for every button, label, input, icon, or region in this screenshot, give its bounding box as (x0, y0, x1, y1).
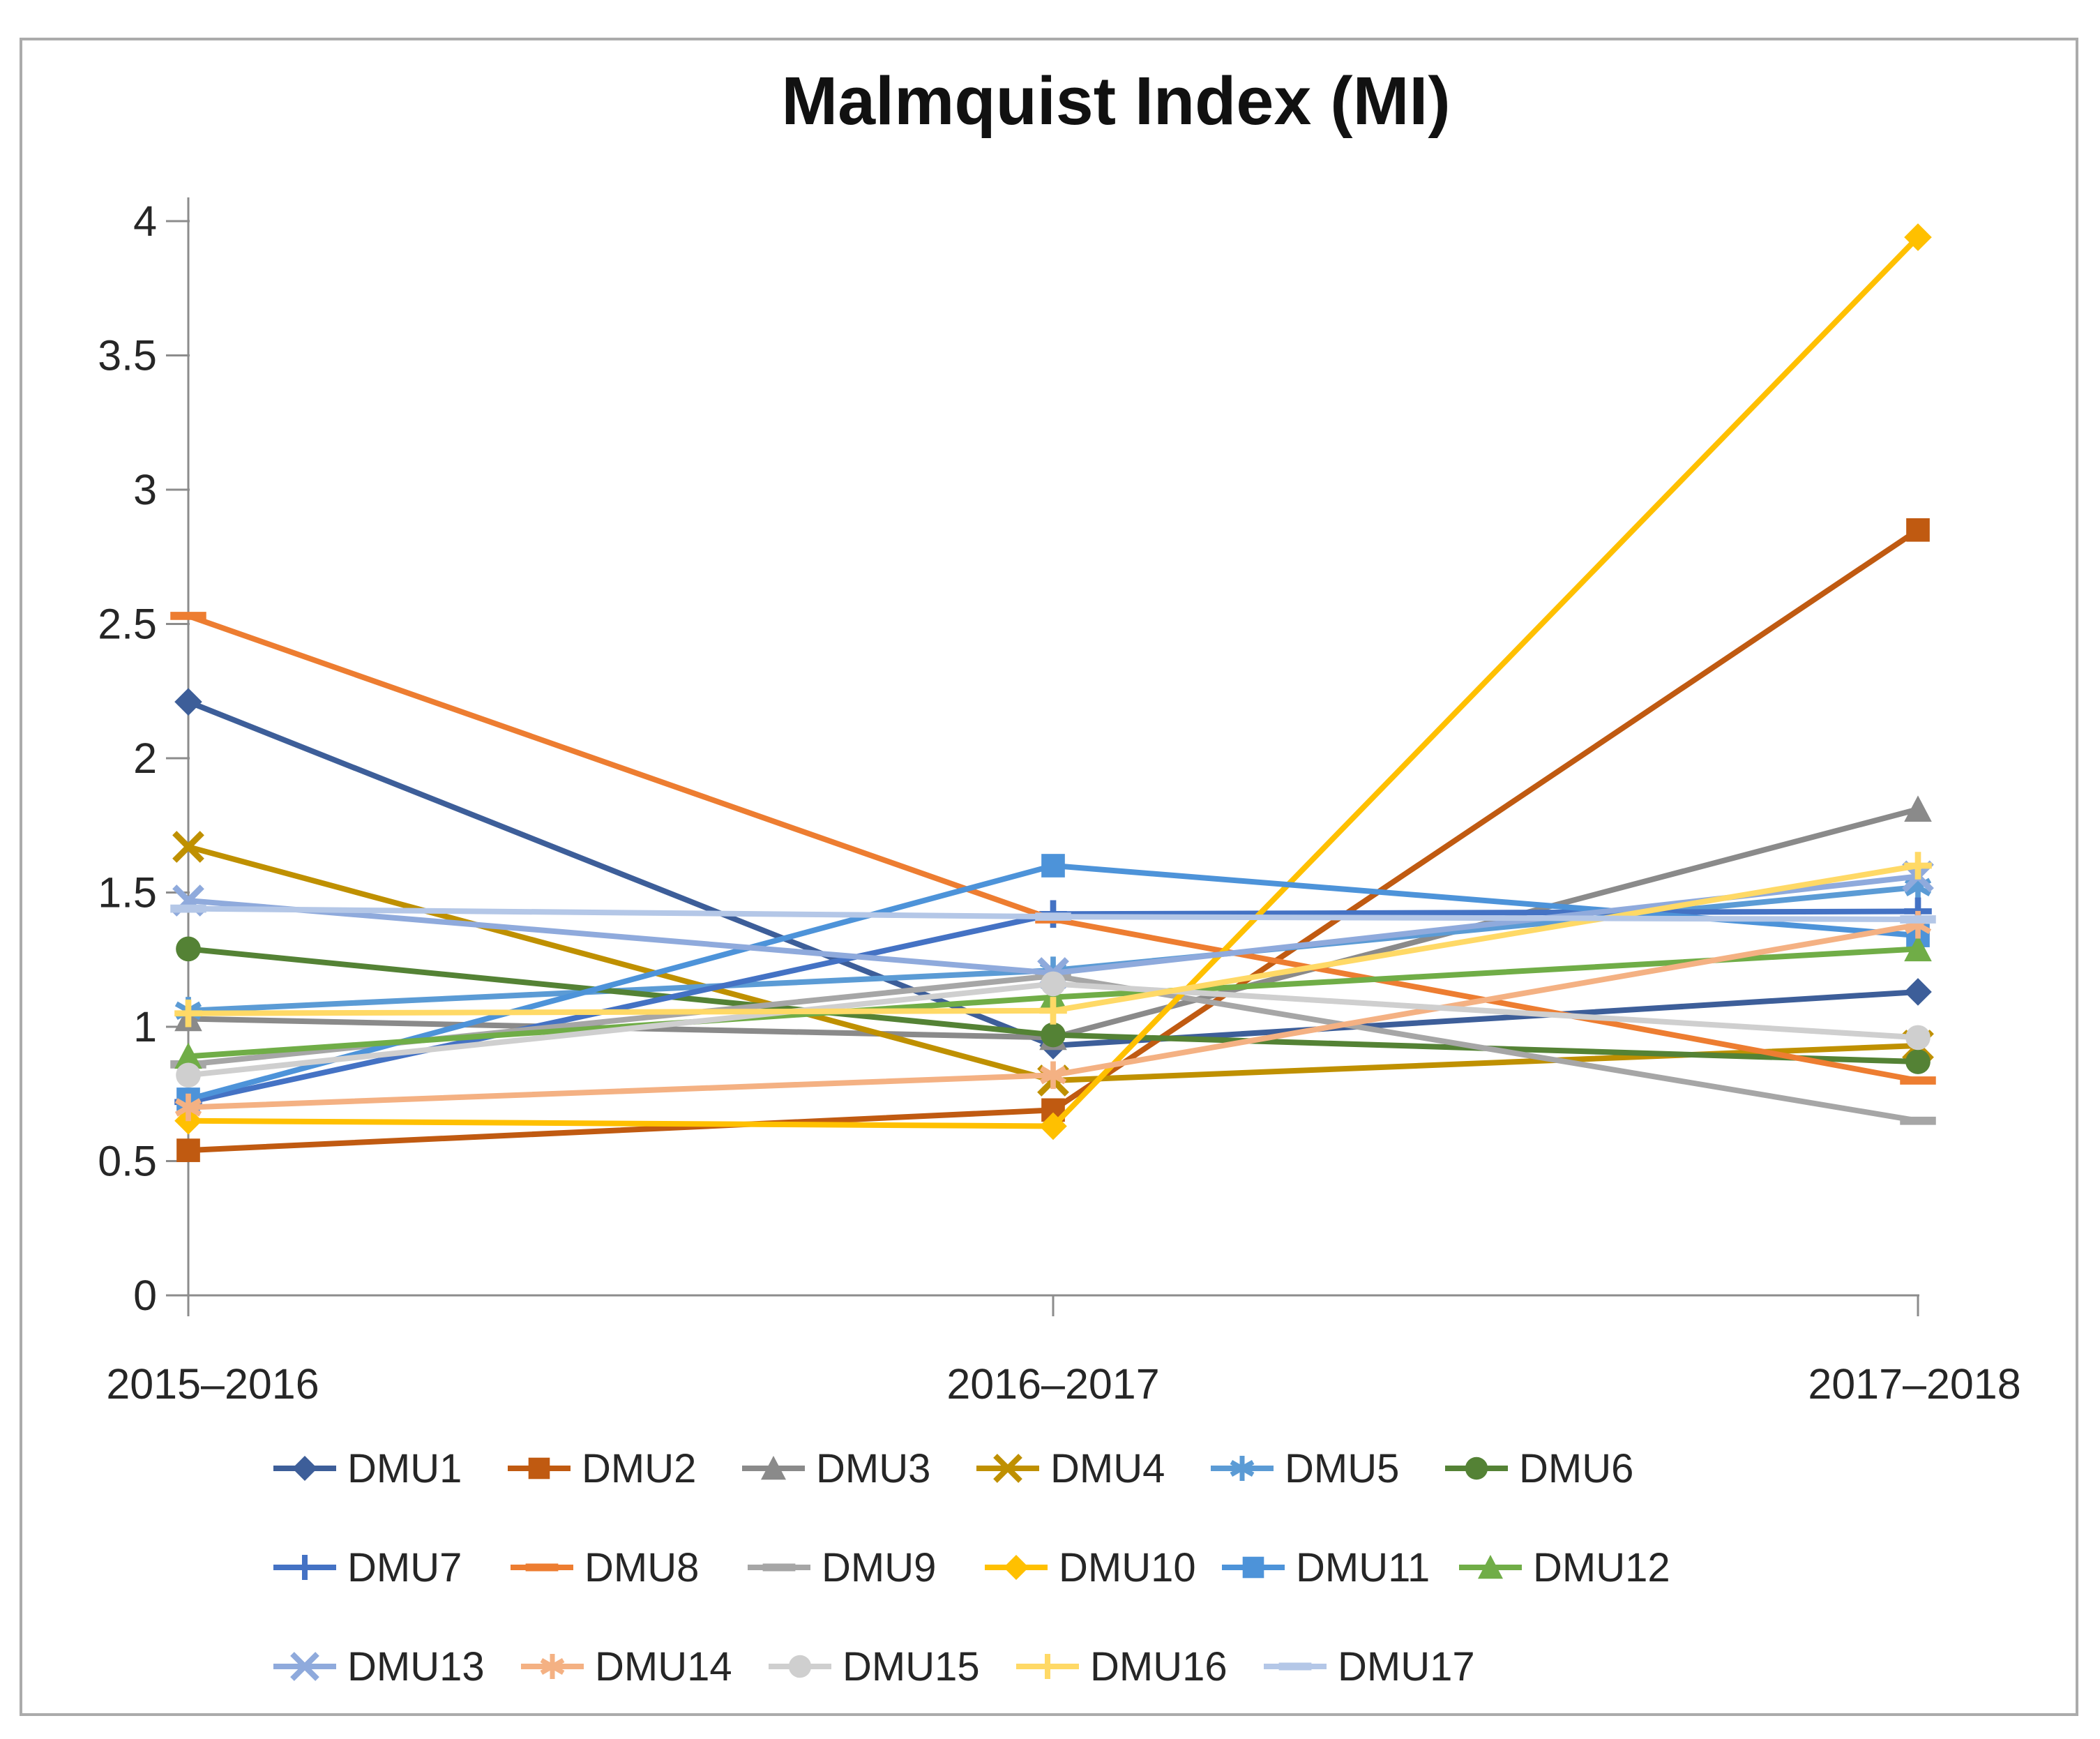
triangle-marker (1039, 983, 1067, 1010)
diamond-marker (174, 688, 202, 716)
y-tick-label: 3.5 (98, 332, 157, 379)
asterisk-marker (174, 1093, 202, 1122)
axes: 0 0.5 1 1.5 2 2.5 3 3.5 4 2015–2016 2016–2017 2017–… (98, 197, 2021, 1408)
triangle-marker (761, 1456, 786, 1480)
x-tick-label: 2017–2018 (1808, 1360, 2020, 1408)
legend-item-DMU5: DMU5 (1211, 1446, 1399, 1491)
legend-item-DMU2: DMU2 (508, 1446, 696, 1491)
legend-item-DMU15: DMU15 (769, 1644, 980, 1689)
legend-item-DMU1: DMU1 (273, 1446, 462, 1491)
legend-item-DMU14: DMU14 (521, 1644, 732, 1689)
plus-marker (1039, 997, 1067, 1025)
x-tick-label: 2016–2017 (946, 1360, 1159, 1408)
legend-label-DMU15: DMU15 (843, 1644, 980, 1689)
square-marker (1041, 854, 1065, 878)
circle-marker (1041, 1022, 1066, 1048)
circle-marker (176, 936, 201, 962)
square-marker (1906, 518, 1930, 542)
x-tick-label: 2015–2016 (106, 1360, 319, 1408)
series-DMU16 (174, 852, 1932, 1027)
legend-item-DMU10: DMU10 (985, 1545, 1196, 1590)
figure-border (20, 38, 2078, 1716)
legend-label-DMU11: DMU11 (1296, 1545, 1430, 1590)
legend-item-DMU16: DMU16 (1016, 1644, 1227, 1689)
triangle-marker (1904, 795, 1932, 822)
square-marker (1242, 1556, 1264, 1579)
legend-item-DMU17: DMU17 (1264, 1644, 1475, 1689)
y-tick-label: 2 (133, 735, 157, 782)
y-tick-label: 1 (133, 1003, 157, 1051)
legend-label-DMU4: DMU4 (1050, 1446, 1165, 1491)
legend-item-DMU9: DMU9 (748, 1545, 936, 1590)
triangle-marker (174, 1042, 202, 1069)
chart-legend: DMU1 DMU2 DMU3 DMU4 DMU5 DMU6 DMU7 DMU8 DMU9 DMU1… (273, 1446, 1670, 1689)
legend-label-DMU17: DMU17 (1338, 1644, 1475, 1689)
asterisk-marker (1230, 1456, 1255, 1481)
square-marker (176, 1138, 200, 1162)
triangle-marker (1904, 935, 1932, 962)
diamond-marker (1039, 1112, 1067, 1140)
legend-item-DMU4: DMU4 (976, 1446, 1165, 1491)
legend-label-DMU16: DMU16 (1090, 1644, 1227, 1689)
legend-label-DMU14: DMU14 (595, 1644, 732, 1689)
legend-label-DMU9: DMU9 (822, 1545, 936, 1590)
plus-marker (1035, 1654, 1060, 1679)
x-marker (172, 831, 204, 863)
plus-marker (1904, 852, 1932, 880)
y-tick-label: 4 (133, 197, 157, 245)
circle-marker (1905, 1049, 1931, 1074)
y-tick-label: 2.5 (98, 601, 157, 648)
diamond-marker (1904, 978, 1932, 1006)
diamond-marker (1904, 223, 1932, 251)
series-DMU17 (170, 904, 1936, 924)
square-marker (528, 1457, 550, 1480)
series-DMU15 (176, 971, 1931, 1088)
legend-label-DMU13: DMU13 (347, 1644, 485, 1689)
circle-marker (1465, 1456, 1488, 1480)
legend-label-DMU5: DMU5 (1285, 1446, 1399, 1491)
legend-item-DMU8: DMU8 (511, 1545, 699, 1590)
legend-item-DMU13: DMU13 (273, 1644, 485, 1689)
legend-item-DMU3: DMU3 (742, 1446, 930, 1491)
legend-item-DMU12: DMU12 (1459, 1545, 1670, 1590)
circle-marker (176, 1062, 201, 1088)
legend-label-DMU1: DMU1 (347, 1446, 462, 1491)
legend-label-DMU12: DMU12 (1533, 1545, 1670, 1590)
series-DMU2 (176, 518, 1930, 1162)
asterisk-marker (540, 1654, 565, 1679)
chart-title: Malmquist Index (MI) (781, 63, 1450, 139)
circle-marker (1905, 1025, 1931, 1051)
legend-label-DMU10: DMU10 (1059, 1545, 1196, 1590)
triangle-marker (1478, 1555, 1503, 1579)
diamond-marker (292, 1456, 317, 1481)
legend-label-DMU3: DMU3 (816, 1446, 930, 1491)
legend-label-DMU8: DMU8 (584, 1545, 699, 1590)
plus-marker (292, 1555, 317, 1580)
legend-label-DMU2: DMU2 (582, 1446, 696, 1491)
series-DMU6 (176, 936, 1931, 1074)
legend-item-DMU11: DMU11 (1222, 1545, 1430, 1590)
asterisk-marker (1039, 1061, 1067, 1090)
legend-label-DMU6: DMU6 (1519, 1446, 1633, 1491)
legend-item-DMU7: DMU7 (273, 1545, 462, 1590)
legend-item-DMU6: DMU6 (1445, 1446, 1633, 1491)
circle-marker (1041, 971, 1066, 997)
x-marker (993, 1454, 1022, 1483)
x-marker (290, 1652, 319, 1681)
y-tick-label: 3 (133, 466, 157, 513)
y-tick-label: 0.5 (98, 1138, 157, 1185)
diamond-marker (1004, 1555, 1029, 1580)
plus-marker (174, 999, 202, 1027)
y-tick-label: 1.5 (98, 869, 157, 917)
circle-marker (788, 1655, 812, 1678)
plot-area (170, 223, 1936, 1162)
y-tick-label: 0 (133, 1272, 157, 1319)
legend-label-DMU7: DMU7 (347, 1545, 462, 1590)
